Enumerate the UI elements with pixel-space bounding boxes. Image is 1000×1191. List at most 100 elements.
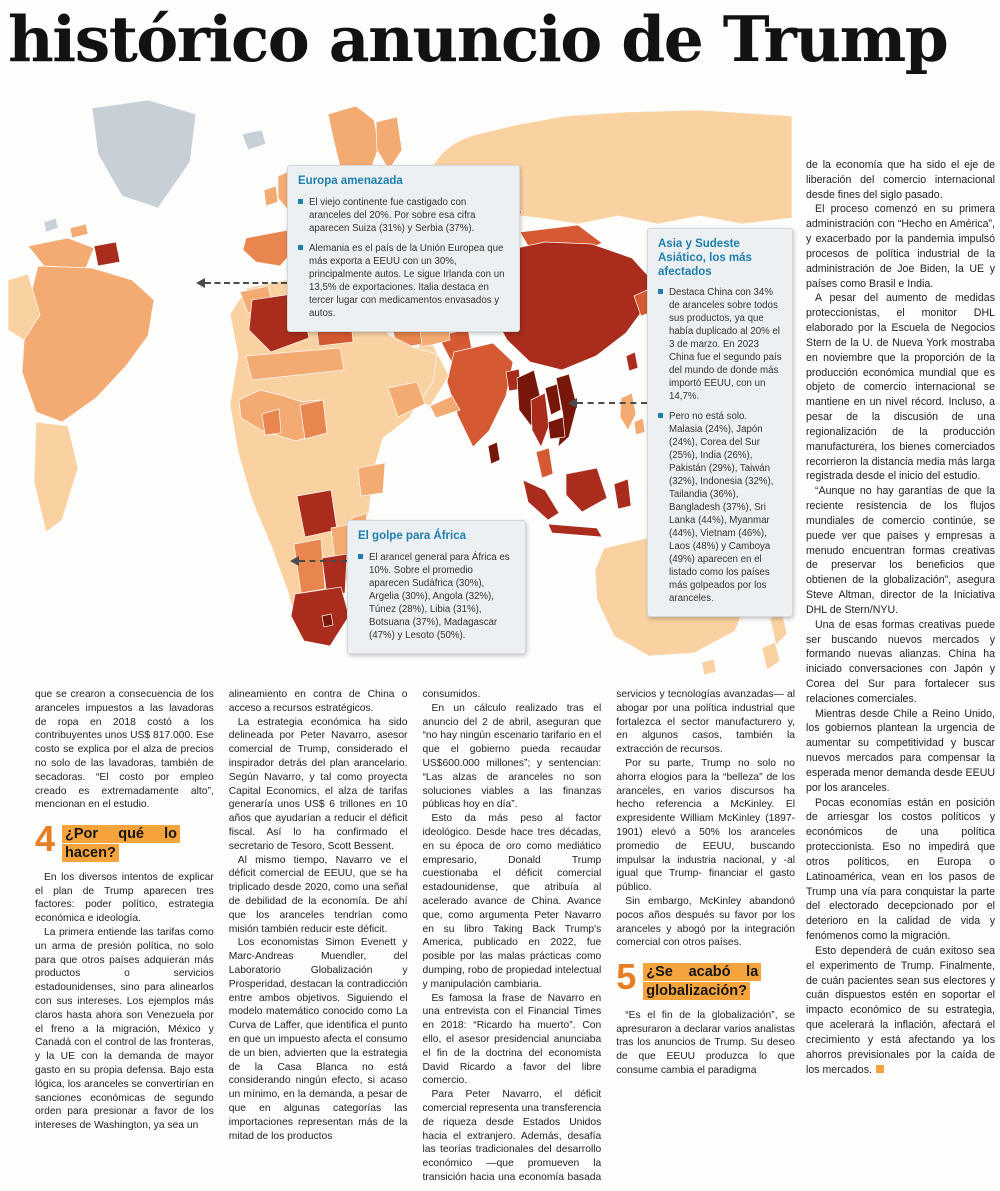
country-greenland — [91, 100, 197, 209]
country-antilles — [69, 223, 89, 239]
bullet-icon — [298, 244, 303, 250]
callout-asia-title: Asia y Sudeste Asiático, los más afectad… — [658, 238, 752, 278]
callout-bullet: Alemania es el país de la Unión Europea … — [298, 242, 509, 320]
country-new-zealand-south — [761, 641, 781, 671]
body-paragraph: En un cálculo realizado tras el anuncio … — [422, 702, 602, 811]
body-paragraph: Mientras desde Chile a Reino Unido, los … — [806, 707, 995, 794]
country-tanzania — [357, 462, 386, 497]
body-paragraph: de la economía que ha sido el eje de lib… — [806, 159, 995, 201]
country-venezuela-colombia — [27, 237, 95, 269]
callout-text: Alemania es el país de la Unión Europea … — [309, 242, 505, 319]
body-paragraph: Por su parte, Trump no solo no ahorra el… — [616, 757, 795, 894]
country-yemen-oman — [429, 395, 461, 419]
section-4-header: 4 ¿Por qué lo hacen? — [35, 818, 214, 863]
country-malaysia — [535, 447, 554, 479]
callout-europe: Europa amenazada El viejo continente fue… — [287, 165, 520, 332]
body-paragraph: En los diversos intentos de explicar el … — [35, 871, 214, 925]
country-ireland — [263, 185, 279, 207]
country-south-africa — [290, 586, 350, 647]
bullet-icon — [658, 413, 663, 419]
country-taiwan — [625, 351, 639, 372]
country-brazil — [21, 265, 155, 423]
body-paragraph: La estrategia económica ha sido delinead… — [228, 716, 408, 852]
world-tariff-map: Europa amenazada El viejo continente fue… — [0, 100, 795, 685]
country-guyana — [93, 241, 121, 267]
right-column: de la economía que ha sido el eje de lib… — [806, 158, 995, 1186]
callout-text: El viejo continente fue castigado con ar… — [309, 196, 476, 234]
country-argentina — [33, 421, 79, 533]
article-body-columns: que se crearon a consecuencia de los ara… — [35, 688, 795, 1188]
callout-africa: El golpe para África El arancel general … — [347, 520, 526, 654]
paragraph-text: Esto dependerá de cuán exitoso sea el ex… — [806, 944, 995, 1076]
body-paragraph: alineamiento en contra de China o acceso… — [228, 689, 408, 714]
country-cambodia — [547, 416, 566, 440]
body-paragraph: Una de esas formas creativas puede ser b… — [806, 618, 995, 705]
section-number: 5 — [616, 956, 637, 998]
callout-africa-title: El golpe para África — [358, 530, 467, 542]
callout-bullet: Pero no está solo. Malasia (24%), Japón … — [658, 410, 782, 605]
country-laos — [544, 383, 562, 416]
body-paragraph: que se crearon a consecuencia de los ara… — [35, 689, 214, 811]
callout-bullet: El viejo continente fue castigado con ar… — [298, 196, 509, 235]
article-end-icon — [875, 1064, 884, 1073]
body-paragraph: Esto dependerá de cuán exitoso sea el ex… — [806, 944, 995, 1077]
callout-bullet: El arancel general para África es 10%. S… — [358, 551, 515, 642]
country-caribbean — [43, 217, 59, 233]
country-borneo — [565, 467, 608, 513]
section-title: ¿Se acabó la globalización? — [643, 963, 762, 1000]
country-botswana — [321, 553, 348, 597]
country-ivory-coast — [261, 408, 282, 436]
bullet-icon — [658, 289, 663, 295]
country-india — [446, 342, 514, 448]
body-paragraph: A pesar del aumento de medidas proteccio… — [806, 292, 995, 483]
body-paragraph: servicios y tecnologías avanzadas— al ab… — [616, 689, 795, 756]
body-paragraph: El proceso comenzó en su primera adminis… — [806, 203, 995, 290]
body-paragraph: Sin embargo, McKinley abandonó pocos año… — [616, 895, 795, 949]
article-column-3: consumidos. En un cálculo realizado tras… — [423, 688, 602, 1188]
callout-text: Pero no está solo. Malasia (24%), Japón … — [669, 411, 774, 605]
callout-bullet: Destaca China con 34% de aranceles sobre… — [658, 286, 782, 403]
callout-text: El arancel general para África es 10%. S… — [369, 551, 510, 641]
country-tasmania — [701, 658, 717, 676]
country-iceland — [241, 129, 267, 151]
body-paragraph: Al mismo tiempo, Navarro ve el déficit c… — [228, 854, 408, 935]
country-java — [547, 523, 603, 538]
section-5-header: 5 ¿Se acabó la globalización? — [616, 956, 795, 1001]
arrow-to-africa — [290, 556, 347, 566]
country-sumatra — [522, 479, 560, 521]
bullet-icon — [358, 553, 363, 559]
body-paragraph: Para Peter Navarro, el déficit comercial… — [422, 1089, 602, 1188]
country-namibia — [293, 538, 326, 594]
country-finland — [375, 116, 403, 171]
body-paragraph: consumidos. — [422, 689, 481, 700]
page-title: histórico anuncio de Trump — [8, 2, 949, 76]
region-sahel — [245, 347, 345, 381]
country-philippines-south — [633, 417, 646, 436]
article-column-1: que se crearon a consecuencia de los ara… — [35, 688, 214, 1188]
country-sri-lanka — [487, 441, 501, 465]
section-title: ¿Por qué lo hacen? — [62, 825, 181, 863]
body-paragraph: “Aunque no hay garantías de que la recie… — [806, 485, 995, 616]
country-ethiopia — [387, 381, 426, 418]
world-map-graphic — [7, 100, 793, 676]
country-nigeria — [299, 399, 328, 440]
country-lesotho — [321, 613, 334, 628]
country-thailand — [530, 392, 550, 448]
arrow-to-europe — [196, 278, 287, 288]
article-column-2: alineamiento en contra de China o acceso… — [229, 688, 408, 1188]
body-paragraph: Esto da más peso al factor ideológico. D… — [422, 813, 602, 990]
body-paragraph: Es famosa la frase de Navarro en una ent… — [422, 992, 602, 1087]
callout-text: Destaca China con 34% de aranceles sobre… — [669, 287, 782, 403]
body-paragraph: La primera entiende las tarifas como un … — [35, 927, 214, 1132]
section-number: 4 — [35, 818, 56, 860]
body-paragraph: Pocas economías están en posición de arr… — [806, 796, 995, 943]
country-peru — [7, 273, 41, 341]
arrow-to-asia — [568, 398, 647, 408]
country-philippines — [619, 392, 637, 431]
country-sulawesi — [613, 478, 632, 510]
article-column-4: servicios y tecnologías avanzadas— al ab… — [616, 688, 795, 1188]
bullet-icon — [298, 198, 303, 204]
body-paragraph: “Es el fin de la globalización”, se apre… — [616, 1009, 795, 1077]
body-paragraph: Los economistas Simon Evenett y Marc-And… — [228, 937, 408, 1142]
